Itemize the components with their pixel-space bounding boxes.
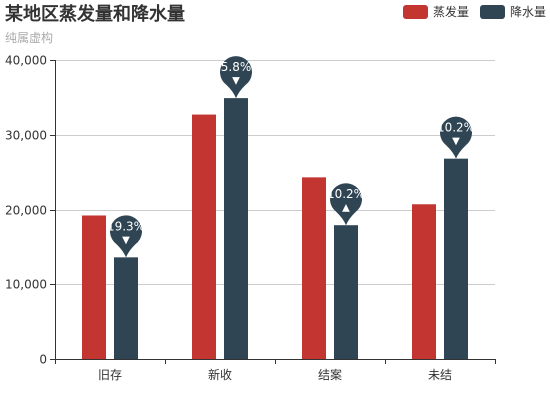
axes: 0 10,000 20,000 30,000 40,000 旧存 新收 结案 未结	[5, 54, 496, 382]
mark-point-label: 10.2%	[327, 187, 365, 201]
legend: 蒸发量 降水量	[403, 4, 546, 19]
y-tick-label: 30,000	[5, 129, 47, 143]
x-category-label: 旧存	[98, 368, 122, 382]
mark-point-label: 10.2%	[437, 121, 475, 135]
y-tick-label: 0	[39, 353, 47, 367]
y-tick-label: 10,000	[5, 278, 47, 292]
x-category-label: 未结	[428, 368, 452, 382]
bars	[82, 98, 468, 359]
mark-point-arrow: ▼	[232, 76, 240, 87]
chart-title: 某地区蒸发量和降水量	[5, 3, 185, 25]
pin-icon	[109, 215, 142, 258]
bar-precipitation	[114, 257, 138, 359]
mark-point-pin: 10.2% ▲	[327, 183, 365, 226]
chart-subtitle: 纯属虚构	[5, 30, 53, 45]
bar-precipitation	[334, 225, 358, 359]
pin-icon	[220, 56, 252, 99]
bar-precipitation	[444, 158, 468, 359]
bar-evaporation	[192, 114, 216, 359]
pin-icon	[330, 183, 362, 226]
legend-swatch-evaporation	[403, 5, 428, 19]
legend-swatch-precipitation	[480, 5, 505, 19]
pin-icon	[440, 116, 472, 159]
x-category-label: 结案	[318, 367, 342, 382]
bar-evaporation	[412, 204, 436, 359]
mark-point-label: 19.3%	[107, 219, 145, 233]
mark-point-arrow: ▲	[342, 203, 350, 214]
mark-point-pin: 19.3% ▼	[107, 215, 145, 258]
mark-point-pin: 10.2%▼	[437, 116, 475, 159]
mark-point-arrow: ▼	[122, 235, 130, 246]
y-tick-label: 40,000	[5, 54, 47, 68]
bar-evaporation	[82, 215, 106, 359]
mark-point-pin: 5.8% ▼	[220, 56, 252, 99]
y-tick-label: 20,000	[5, 204, 47, 218]
bar-evaporation	[302, 177, 326, 359]
legend-label-precipitation: 降水量	[510, 5, 546, 19]
x-category-label: 新收	[208, 367, 232, 382]
bar-precipitation	[224, 98, 248, 359]
mark-point-label: 5.8%	[221, 60, 252, 74]
mark-point-arrow: ▼	[452, 136, 460, 147]
legend-label-evaporation: 蒸发量	[433, 4, 469, 19]
legend-item-precipitation[interactable]: 降水量	[480, 5, 546, 19]
legend-item-evaporation[interactable]: 蒸发量	[403, 4, 469, 19]
mark-points: 19.3%▼5.8%▼10.2%▲10.2%▼	[107, 56, 475, 258]
